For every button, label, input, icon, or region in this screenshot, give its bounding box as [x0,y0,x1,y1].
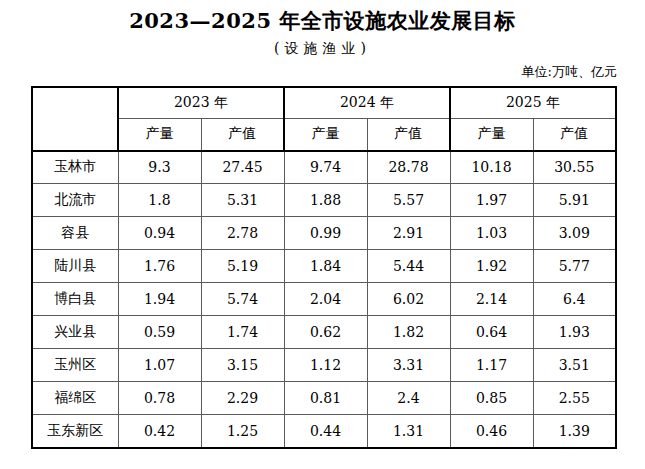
value-cell: 5.74 [201,283,284,316]
table-body: 玉林市9.327.459.7428.7810.1830.55北流市1.85.31… [32,151,616,448]
value-cell: 1.92 [450,250,533,283]
value-cell: 6.02 [367,283,450,316]
unit-note: 单位:万吨、亿元 [0,64,645,80]
value-cell: 28.78 [367,151,450,184]
year-header-2025: 2025 年 [450,87,616,119]
value-cell: 2.14 [450,283,533,316]
sub-header-output-2025: 产量 [450,119,533,151]
region-cell: 福绵区 [32,382,118,415]
value-cell: 3.51 [533,349,616,382]
table-row: 玉东新区0.421.250.441.310.461.39 [32,415,616,448]
year-header-row: 2023 年 2024 年 2025 年 [32,87,616,119]
year-header-2024: 2024 年 [284,87,450,119]
region-cell: 玉州区 [32,349,118,382]
value-cell: 1.12 [284,349,367,382]
value-cell: 0.99 [284,217,367,250]
sub-header-value-2024: 产值 [367,119,450,151]
value-cell: 1.74 [201,316,284,349]
region-cell: 北流市 [32,184,118,217]
region-cell: 玉东新区 [32,415,118,448]
value-cell: 1.17 [450,349,533,382]
value-cell: 5.44 [367,250,450,283]
value-cell: 5.31 [201,184,284,217]
value-cell: 2.29 [201,382,284,415]
value-cell: 1.31 [367,415,450,448]
sub-header-row: 产量 产值 产量 产值 产量 产值 [32,119,616,151]
table-row: 陆川县1.765.191.845.441.925.77 [32,250,616,283]
value-cell: 10.18 [450,151,533,184]
table-row: 玉州区1.073.151.123.311.173.51 [32,349,616,382]
table-header: 2023 年 2024 年 2025 年 产量 产值 产量 产值 产量 产值 [32,87,616,151]
value-cell: 9.74 [284,151,367,184]
value-cell: 1.76 [118,250,201,283]
table-row: 玉林市9.327.459.7428.7810.1830.55 [32,151,616,184]
year-header-2023: 2023 年 [118,87,284,119]
region-cell: 博白县 [32,283,118,316]
value-cell: 1.88 [284,184,367,217]
value-cell: 2.04 [284,283,367,316]
region-cell: 陆川县 [32,250,118,283]
value-cell: 0.94 [118,217,201,250]
value-cell: 2.4 [367,382,450,415]
value-cell: 1.84 [284,250,367,283]
value-cell: 0.62 [284,316,367,349]
region-cell: 容县 [32,217,118,250]
value-cell: 30.55 [533,151,616,184]
value-cell: 0.81 [284,382,367,415]
value-cell: 0.85 [450,382,533,415]
region-cell: 兴业县 [32,316,118,349]
sub-header-output-2023: 产量 [118,119,201,151]
page-subtitle: (设施渔业) [0,40,645,57]
value-cell: 1.8 [118,184,201,217]
value-cell: 2.55 [533,382,616,415]
table-row: 兴业县0.591.740.621.820.641.93 [32,316,616,349]
value-cell: 6.4 [533,283,616,316]
value-cell: 5.19 [201,250,284,283]
value-cell: 5.91 [533,184,616,217]
sub-header-output-2024: 产量 [284,119,367,151]
page-title: 2023—2025 年全市设施农业发展目标 [0,0,645,34]
value-cell: 0.46 [450,415,533,448]
value-cell: 0.64 [450,316,533,349]
sub-header-value-2025: 产值 [533,119,616,151]
region-cell: 玉林市 [32,151,118,184]
value-cell: 0.78 [118,382,201,415]
table-row: 福绵区0.782.290.812.40.852.55 [32,382,616,415]
value-cell: 2.78 [201,217,284,250]
value-cell: 0.44 [284,415,367,448]
value-cell: 27.45 [201,151,284,184]
value-cell: 1.97 [450,184,533,217]
value-cell: 1.93 [533,316,616,349]
value-cell: 3.09 [533,217,616,250]
value-cell: 1.94 [118,283,201,316]
value-cell: 1.82 [367,316,450,349]
value-cell: 5.57 [367,184,450,217]
value-cell: 1.25 [201,415,284,448]
corner-cell [32,87,118,151]
value-cell: 3.31 [367,349,450,382]
table-row: 容县0.942.780.992.911.033.09 [32,217,616,250]
table-row: 博白县1.945.742.046.022.146.4 [32,283,616,316]
value-cell: 3.15 [201,349,284,382]
sub-header-value-2023: 产值 [201,119,284,151]
value-cell: 9.3 [118,151,201,184]
value-cell: 1.07 [118,349,201,382]
goals-table: 2023 年 2024 年 2025 年 产量 产值 产量 产值 产量 产值 玉… [31,86,617,449]
value-cell: 1.39 [533,415,616,448]
document-page: 2023—2025 年全市设施农业发展目标 (设施渔业) 单位:万吨、亿元 20… [0,0,645,469]
value-cell: 5.77 [533,250,616,283]
value-cell: 1.03 [450,217,533,250]
value-cell: 0.59 [118,316,201,349]
value-cell: 2.91 [367,217,450,250]
value-cell: 0.42 [118,415,201,448]
table-row: 北流市1.85.311.885.571.975.91 [32,184,616,217]
